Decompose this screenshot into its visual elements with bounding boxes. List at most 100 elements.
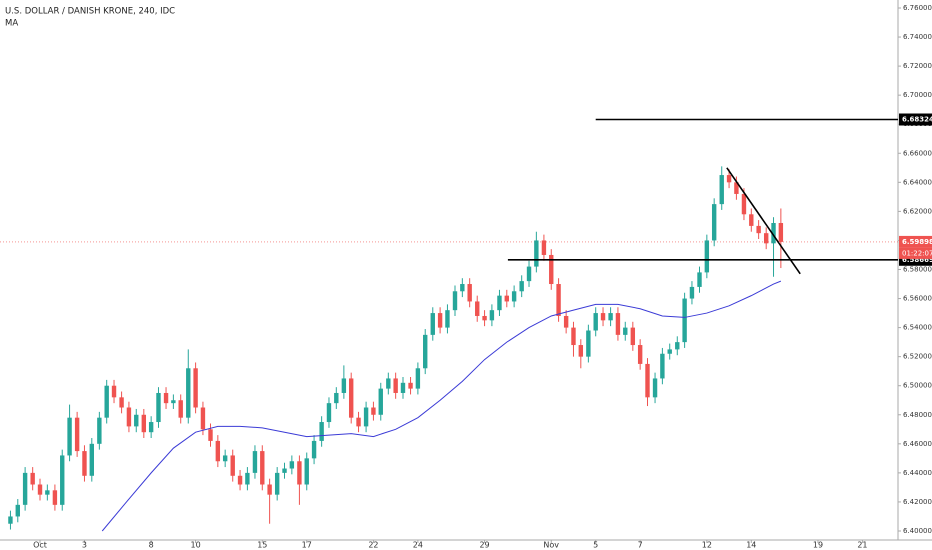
y-tick-label: 6.46000: [903, 440, 932, 448]
candle-body: [134, 414, 139, 427]
indicator-label: MA: [5, 19, 18, 29]
y-tick-label: 6.58000: [903, 265, 932, 273]
candle-body: [356, 417, 361, 427]
trendline: [726, 167, 801, 275]
candle-body: [260, 451, 265, 485]
candle-body: [282, 468, 287, 473]
candle-body: [637, 345, 643, 364]
y-tick-label: 6.64000: [903, 178, 932, 186]
candle-body: [600, 313, 606, 321]
last-price-box: [899, 235, 932, 248]
candle-body: [97, 417, 102, 444]
candle-body: [437, 313, 443, 328]
candle-body: [423, 334, 428, 369]
candle-body: [393, 378, 398, 393]
candle-body: [363, 407, 369, 427]
candle-body: [200, 407, 206, 430]
candle-body: [652, 378, 658, 398]
y-tick-label: 6.72000: [903, 62, 932, 70]
x-tick-label: 19: [813, 541, 823, 550]
candle-body: [726, 175, 732, 183]
candle-body: [311, 440, 317, 459]
chart-title: U.S. DOLLAR / DANISH KRONE, 240, IDC: [5, 7, 175, 17]
x-tick-label: 29: [479, 541, 489, 550]
x-tick-label: 17: [302, 541, 312, 550]
countdown-box: [899, 247, 932, 259]
y-tick-label: 6.76000: [903, 4, 932, 12]
candle-body: [586, 330, 591, 357]
candle-body: [8, 516, 13, 524]
candle-body: [52, 490, 58, 505]
candle-body: [467, 284, 472, 302]
x-tick-label: Nov: [543, 541, 559, 550]
price-label-box: [899, 113, 932, 126]
candle-body: [675, 342, 680, 350]
candle-body: [274, 472, 280, 495]
candle-body: [452, 291, 458, 311]
candle-body: [74, 417, 80, 452]
candle-body: [371, 407, 376, 415]
candle-body: [297, 461, 302, 485]
candle-body: [230, 455, 235, 476]
candle-body: [534, 240, 539, 267]
y-tick-label: 6.42000: [903, 498, 932, 506]
candle-body: [45, 490, 50, 495]
candle-body: [341, 378, 347, 393]
candle-body: [141, 414, 147, 433]
candle-body: [460, 284, 465, 292]
candle-body: [749, 214, 754, 226]
candle-body: [630, 327, 636, 346]
ma-line: [101, 280, 782, 532]
candle-body: [304, 458, 309, 485]
candle-body: [511, 291, 517, 302]
candle-body: [615, 313, 621, 335]
candle-body: [519, 281, 524, 292]
candle-body: [704, 240, 710, 273]
candle-body: [578, 345, 584, 357]
y-tick-label: 6.74000: [903, 33, 932, 41]
candle-body: [82, 451, 87, 476]
candle-body: [623, 327, 628, 335]
candle-body: [252, 451, 258, 473]
candle-body: [37, 484, 43, 495]
candle-body: [763, 233, 769, 244]
y-tick-label: 6.66000: [903, 149, 932, 157]
candle-body: [126, 407, 132, 427]
candle-body: [482, 315, 487, 321]
y-tick-label: 6.48000: [903, 411, 932, 419]
x-tick-label: 5: [593, 541, 598, 550]
candle-body: [163, 392, 169, 404]
candle-body: [222, 455, 228, 462]
x-tick-label: 12: [702, 541, 712, 550]
candle-body: [593, 313, 598, 331]
candle-body: [541, 240, 547, 255]
candle-body: [608, 313, 613, 321]
candle-body: [697, 272, 702, 287]
candle-body: [645, 363, 650, 398]
candle-body: [334, 392, 339, 404]
candle-body: [563, 315, 569, 328]
candle-body: [111, 385, 117, 398]
candle-body: [756, 225, 761, 234]
countdown-label: 01:22:07: [902, 249, 932, 257]
x-tick-label: 7: [638, 541, 643, 550]
candle-body: [237, 475, 243, 485]
price-label: 6.68324: [902, 116, 932, 124]
candle-body: [489, 310, 495, 321]
candle-body: [171, 400, 176, 404]
candle-body: [15, 504, 20, 517]
x-tick-label: 3: [82, 541, 87, 550]
candle-body: [67, 417, 72, 456]
y-tick-label: 6.54000: [903, 324, 932, 332]
x-tick-label: 10: [191, 541, 201, 550]
candle-body: [415, 368, 421, 389]
y-tick-label: 6.44000: [903, 469, 932, 477]
candle-body: [60, 455, 65, 505]
candle-body: [556, 284, 561, 316]
candle-body: [660, 353, 665, 379]
candle-body: [148, 422, 154, 433]
candle-body: [186, 368, 191, 418]
candle-body: [504, 295, 509, 302]
candle-body: [386, 378, 391, 389]
